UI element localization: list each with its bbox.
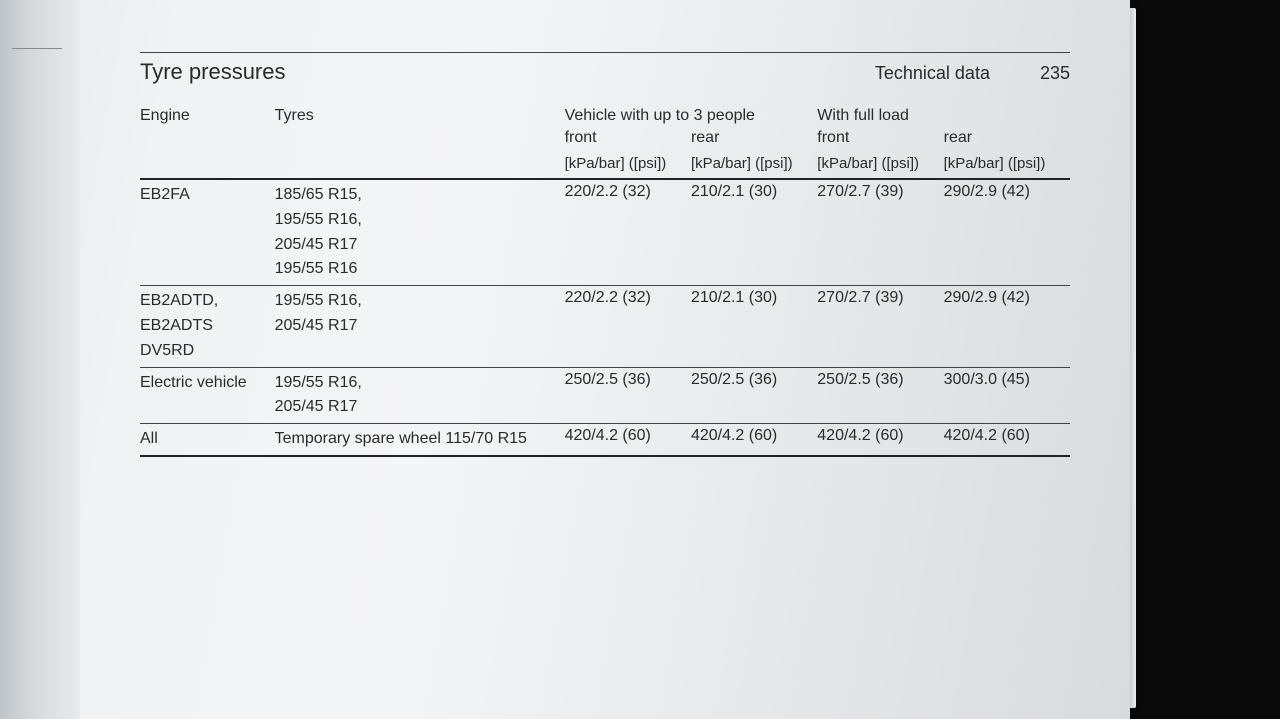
col-front-2: front [817,127,943,153]
col-front-1: front [565,127,691,153]
page-header: Tyre pressures Technical data 235 [140,59,1070,85]
page-title: Tyre pressures [140,59,875,85]
unit-3: [kPa/bar] ([psi]) [817,153,943,179]
section-label: Technical data [875,63,990,84]
col-engine: Engine [140,101,275,153]
header-rule [140,52,1070,53]
page-edge [1130,8,1136,708]
unit-4: [kPa/bar] ([psi]) [944,153,1070,179]
cell-tyres: Temporary spare wheel 115/70 R15 [275,424,565,456]
col-group-full: With full load [817,101,1070,127]
unit-2: [kPa/bar] ([psi]) [691,153,817,179]
cell-pressure: 420/4.2 (60) [817,424,943,456]
cell-pressure: 210/2.1 (30) [691,286,817,367]
cell-pressure: 420/4.2 (60) [944,424,1070,456]
cell-pressure: 270/2.7 (39) [817,179,943,286]
table-header-groups: Engine Tyres Vehicle with up to 3 people… [140,101,1070,127]
tyre-pressure-table: Engine Tyres Vehicle with up to 3 people… [140,101,1070,457]
page-number: 235 [1040,63,1070,84]
book-spine [0,0,80,719]
cell-tyres: 195/55 R16,205/45 R17 [275,367,565,424]
cell-tyres: 195/55 R16,205/45 R17 [275,286,565,367]
cell-pressure: 300/3.0 (45) [944,367,1070,424]
cell-pressure: 270/2.7 (39) [817,286,943,367]
col-rear-2: rear [944,127,1070,153]
cell-pressure: 290/2.9 (42) [944,286,1070,367]
table-row: Electric vehicle195/55 R16,205/45 R17250… [140,367,1070,424]
table-row: AllTemporary spare wheel 115/70 R15420/4… [140,424,1070,456]
cell-pressure: 250/2.5 (36) [565,367,691,424]
col-rear-1: rear [691,127,817,153]
cell-tyres: 185/65 R15,195/55 R16,205/45 R17195/55 R… [275,179,565,286]
cell-engine: EB2FA [140,179,275,286]
unit-1: [kPa/bar] ([psi]) [565,153,691,179]
cell-engine: All [140,424,275,456]
table-row: EB2ADTD,EB2ADTSDV5RD195/55 R16,205/45 R1… [140,286,1070,367]
manual-page: Tyre pressures Technical data 235 Engine… [0,0,1130,719]
cell-pressure: 210/2.1 (30) [691,179,817,286]
cell-engine: Electric vehicle [140,367,275,424]
table-row: EB2FA185/65 R15,195/55 R16,205/45 R17195… [140,179,1070,286]
cell-pressure: 250/2.5 (36) [691,367,817,424]
table-header-units: [kPa/bar] ([psi]) [kPa/bar] ([psi]) [kPa… [140,153,1070,179]
col-tyres: Tyres [275,101,565,153]
col-group-partial: Vehicle with up to 3 people [565,101,818,127]
cell-pressure: 220/2.2 (32) [565,286,691,367]
cell-pressure: 290/2.9 (42) [944,179,1070,286]
cell-pressure: 250/2.5 (36) [817,367,943,424]
cell-pressure: 420/4.2 (60) [691,424,817,456]
cell-pressure: 220/2.2 (32) [565,179,691,286]
cell-pressure: 420/4.2 (60) [565,424,691,456]
cell-engine: EB2ADTD,EB2ADTSDV5RD [140,286,275,367]
